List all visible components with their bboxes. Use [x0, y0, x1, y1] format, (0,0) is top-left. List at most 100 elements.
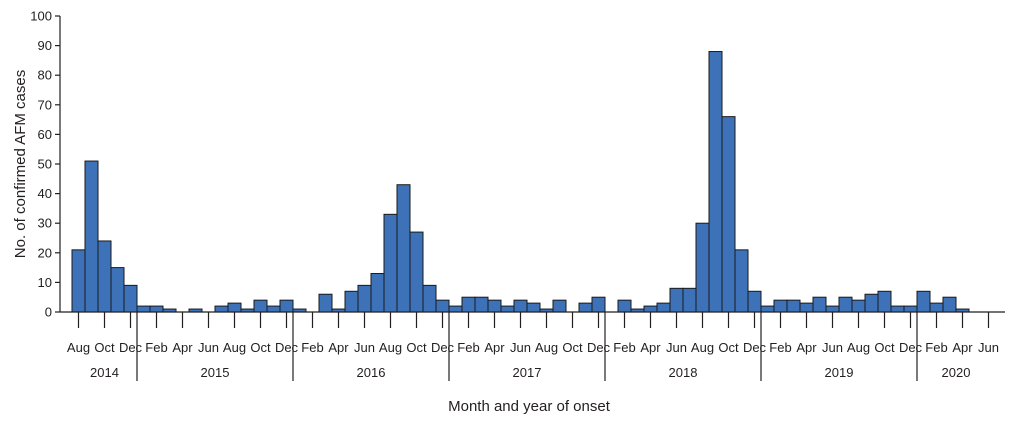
x-tick-label: Jun [666, 340, 687, 355]
x-tick-label: Jun [198, 340, 219, 355]
x-axis-label: Month and year of onset [448, 398, 611, 415]
x-tick-label: Aug [379, 340, 402, 355]
y-tick-label: 80 [38, 68, 52, 83]
y-tick-label: 30 [38, 216, 52, 231]
bar [864, 293, 879, 313]
bar [669, 287, 684, 313]
bar [318, 293, 333, 313]
y-tick-label: 90 [38, 38, 52, 53]
bar [214, 305, 229, 313]
bar [526, 302, 541, 313]
bar [838, 296, 853, 313]
x-tick-label: Dec [119, 340, 143, 355]
bar [929, 302, 944, 313]
bar [682, 287, 697, 313]
bar [643, 305, 658, 313]
x-tick-label: Aug [223, 340, 246, 355]
bar [695, 222, 710, 313]
bar [396, 184, 411, 313]
x-tick-label: Apr [328, 340, 349, 355]
x-tick-label: Feb [145, 340, 167, 355]
bar [513, 299, 528, 313]
x-tick-label: Oct [718, 340, 739, 355]
bar [266, 305, 281, 313]
x-tick-label: Apr [796, 340, 817, 355]
x-tick-label: Dec [743, 340, 767, 355]
bar [448, 305, 463, 313]
bar [773, 299, 788, 313]
bar [357, 284, 372, 313]
x-tick-label: Jun [354, 340, 375, 355]
x-tick-label: Oct [406, 340, 427, 355]
x-tick-label: Apr [484, 340, 505, 355]
y-tick-label: 10 [38, 275, 52, 290]
bar [916, 290, 931, 313]
bar [786, 299, 801, 313]
bar [799, 302, 814, 313]
bar [110, 267, 125, 313]
y-tick-label: 60 [38, 127, 52, 142]
x-tick-label: Oct [562, 340, 583, 355]
x-tick-label: Feb [301, 340, 323, 355]
y-tick-label: 70 [38, 97, 52, 112]
bar [435, 299, 450, 313]
bar [812, 296, 827, 313]
bar [422, 284, 437, 313]
bar [760, 305, 775, 313]
x-tick-label: Aug [67, 340, 90, 355]
bar [825, 305, 840, 313]
x-tick-label: Apr [172, 340, 193, 355]
bar [851, 299, 866, 313]
year-label: 2017 [513, 365, 542, 380]
year-label: 2015 [201, 365, 230, 380]
bar [708, 51, 723, 313]
bar [617, 299, 632, 313]
x-tick-label: Oct [94, 340, 115, 355]
x-tick-label: Apr [640, 340, 661, 355]
x-tick-label: Jun [978, 340, 999, 355]
y-tick-label: 0 [45, 305, 52, 320]
bar [721, 116, 736, 313]
bar [734, 249, 749, 313]
bar [227, 302, 242, 313]
x-tick-label: Dec [431, 340, 455, 355]
bar [877, 290, 892, 313]
y-tick-label: 20 [38, 245, 52, 260]
y-axis-label: No. of confirmed AFM cases [12, 70, 29, 258]
x-tick-label: Dec [899, 340, 923, 355]
x-tick-label: Dec [275, 340, 299, 355]
x-tick-label: Feb [925, 340, 947, 355]
year-label: 2019 [825, 365, 854, 380]
year-label: 2018 [669, 365, 698, 380]
bar [279, 299, 294, 313]
y-tick-label: 40 [38, 186, 52, 201]
year-label: 2020 [942, 365, 971, 380]
bar [344, 290, 359, 313]
bar [903, 305, 918, 313]
bar [71, 249, 86, 313]
x-tick-label: Feb [457, 340, 479, 355]
bar [656, 302, 671, 313]
bar [578, 302, 593, 313]
bar [409, 231, 424, 313]
y-tick-label: 100 [30, 9, 52, 24]
year-label: 2014 [90, 365, 119, 380]
bar [591, 296, 606, 313]
x-tick-label: Oct [874, 340, 895, 355]
x-axis: Aug Oct Dec Feb Apr Jun Aug Oct Dec Feb Apr Jun Aug O… [60, 311, 1005, 381]
bar [474, 296, 489, 313]
x-tick-label: Aug [691, 340, 714, 355]
bar [253, 299, 268, 313]
x-tick-label: Jun [822, 340, 843, 355]
bars [71, 51, 970, 313]
bar [136, 305, 151, 313]
x-tick-label: Feb [769, 340, 791, 355]
bar [552, 299, 567, 313]
bar [123, 284, 138, 313]
x-tick-label: Oct [250, 340, 271, 355]
bar [370, 273, 385, 313]
bar [149, 305, 164, 313]
year-label: 2016 [357, 365, 386, 380]
x-tick-label: Apr [952, 340, 973, 355]
